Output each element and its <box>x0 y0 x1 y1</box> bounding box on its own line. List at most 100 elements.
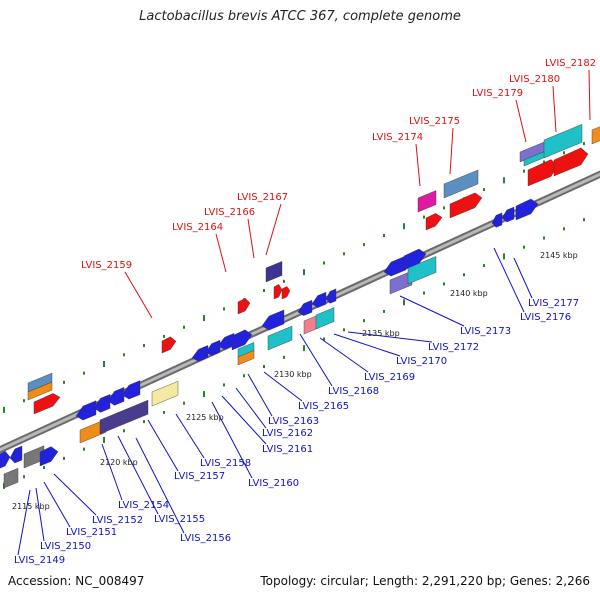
gene-arrow <box>237 298 251 315</box>
label-leader-line <box>175 413 205 459</box>
gene-arrow <box>107 387 125 406</box>
gene-label-bottom: LVIS_2161 <box>262 444 313 455</box>
label-leader-line <box>399 295 465 327</box>
gene-label-top: LVIS_2182 <box>545 58 596 69</box>
label-leader-line <box>235 387 267 429</box>
gene-box <box>99 399 149 435</box>
gene-label-top: LVIS_2164 <box>172 222 223 233</box>
gene-labels: LVIS_2159 LVIS_2164 LVIS_2166 LVIS_2167 LVIS… <box>14 58 596 566</box>
tick-mark <box>63 456 65 460</box>
label-leader-line <box>415 143 421 187</box>
gene-label-bottom: LVIS_2156 <box>180 533 231 544</box>
gene-arrow <box>0 450 11 469</box>
kbp-label: 2145 kbp <box>540 251 578 260</box>
label-leader-line <box>333 333 401 357</box>
tick-mark <box>343 252 345 256</box>
gene-label-bottom: LVIS_2169 <box>364 372 415 383</box>
gene-label-top: LVIS_2166 <box>204 207 255 218</box>
tick-mark <box>483 264 485 268</box>
gene-arrow <box>297 299 313 316</box>
tick-mark <box>503 253 505 260</box>
gene-label-bottom: LVIS_2158 <box>200 458 251 469</box>
gene-arrow <box>205 339 221 356</box>
gene-arrow <box>9 445 23 464</box>
tick-mark <box>283 355 285 359</box>
tick-mark <box>403 223 405 230</box>
gene-arrow <box>121 380 141 400</box>
tick-mark <box>563 227 565 231</box>
label-leader-line <box>299 333 333 387</box>
gene-label-bottom: LVIS_2168 <box>328 386 379 397</box>
gene-arrow <box>217 333 235 350</box>
tick-mark <box>423 215 425 219</box>
gene-arrow <box>93 394 111 413</box>
tick-mark <box>103 360 105 367</box>
gene-box <box>3 467 19 489</box>
gene-label-bottom: LVIS_2154 <box>118 500 169 511</box>
gene-label-bottom: LVIS_2162 <box>262 428 313 439</box>
gene-arrow <box>383 255 407 277</box>
gene-box <box>265 261 283 283</box>
gene-label-bottom: LVIS_2173 <box>460 326 511 337</box>
tick-mark <box>63 380 65 384</box>
tick-mark <box>543 160 545 164</box>
gene-label-top: LVIS_2180 <box>509 74 560 85</box>
map-title: Lactobacillus brevis ATCC 367, complete … <box>139 9 461 24</box>
label-leaders <box>17 69 591 556</box>
tick-mark <box>223 383 225 387</box>
label-leader-line <box>101 443 123 501</box>
label-leader-line <box>493 247 525 313</box>
label-leader-line <box>588 69 591 121</box>
kbp-label: 2120 kbp <box>100 458 138 467</box>
label-leader-line <box>449 127 454 175</box>
tick-mark <box>583 218 585 222</box>
gene-label-top: LVIS_2175 <box>409 116 460 127</box>
label-leader-line <box>319 337 369 373</box>
label-leader-line <box>124 271 153 319</box>
gene-arrow <box>491 212 503 228</box>
tick-mark <box>283 279 285 283</box>
label-leader-line <box>215 233 227 273</box>
kbp-label: 2115 kbp <box>12 502 50 511</box>
gene-box <box>591 126 600 145</box>
gene-arrow <box>281 286 291 300</box>
tick-mark <box>563 151 565 155</box>
tick-mark <box>383 309 385 313</box>
gene-arrow <box>501 206 515 223</box>
gene-arrow <box>273 284 283 300</box>
tick-mark <box>223 307 225 311</box>
tick-mark <box>483 188 485 192</box>
tick-mark <box>343 328 345 332</box>
tick-mark <box>263 365 265 369</box>
gene-label-bottom: LVIS_2172 <box>428 342 479 353</box>
tick-mark <box>83 447 85 451</box>
gene-arrow <box>75 400 97 421</box>
tick-mark <box>523 169 525 173</box>
tick-mark <box>523 245 525 249</box>
gene-box <box>443 169 479 199</box>
gene-box <box>151 380 179 407</box>
label-leader-line <box>221 395 267 445</box>
label-leader-line <box>263 371 303 402</box>
gene-label-top: LVIS_2167 <box>237 192 288 203</box>
gene-label-bottom: LVIS_2163 <box>268 416 319 427</box>
tick-mark <box>183 401 185 405</box>
tick-mark <box>443 282 445 286</box>
kbp-label: 2130 kbp <box>274 370 312 379</box>
label-leader-line <box>17 489 31 556</box>
accession-text: Accession: NC_008497 <box>8 574 145 588</box>
label-leader-line <box>347 331 433 343</box>
tick-mark <box>163 410 165 414</box>
tick-mark <box>323 261 325 265</box>
kbp-label: 2135 kbp <box>362 329 400 338</box>
gene-label-bottom: LVIS_2165 <box>298 401 349 412</box>
label-leader-line <box>515 99 527 143</box>
gene-box <box>417 190 437 213</box>
gene-label-bottom: LVIS_2150 <box>40 541 91 552</box>
tick-mark <box>403 299 405 306</box>
topology-text: Topology: circular; Length: 2,291,220 bp… <box>260 574 590 588</box>
tick-mark <box>263 289 265 293</box>
tick-mark <box>123 353 125 357</box>
